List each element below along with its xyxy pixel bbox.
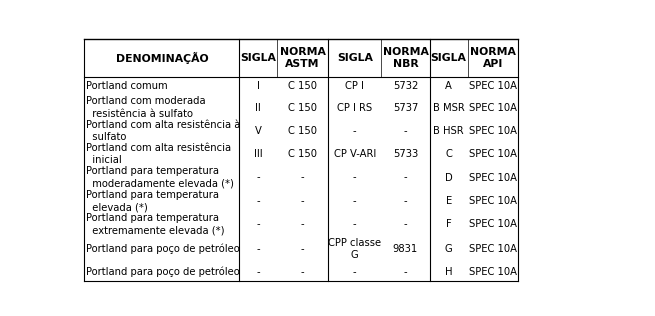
Text: -: - [257,219,260,229]
Text: -: - [353,196,356,206]
Text: SPEC 10A: SPEC 10A [469,219,517,229]
Text: SIGLA: SIGLA [240,53,276,63]
Text: SPEC 10A: SPEC 10A [469,196,517,206]
Text: Portland para temperatura
  extremamente elevada (*): Portland para temperatura extremamente e… [86,213,225,235]
Text: C: C [445,149,452,159]
Text: DENOMINAÇÃO: DENOMINAÇÃO [115,52,208,64]
Text: Portland para temperatura
  elevada (*): Portland para temperatura elevada (*) [86,190,219,212]
Text: NORMA
ASTM: NORMA ASTM [280,47,326,69]
Text: Portland com alta resistência
  inicial: Portland com alta resistência inicial [86,143,232,166]
Text: CPP classe
G: CPP classe G [328,238,381,260]
Text: SPEC 10A: SPEC 10A [469,81,517,91]
Text: -: - [301,219,305,229]
Text: B MSR: B MSR [433,102,464,112]
Text: Portland com moderada
  resistência à sulfato: Portland com moderada resistência à sulf… [86,96,206,119]
Text: 5737: 5737 [393,102,418,112]
Text: H: H [445,267,453,277]
Text: CP V-ARI: CP V-ARI [333,149,376,159]
Text: -: - [257,173,260,183]
Text: NORMA
API: NORMA API [470,47,516,69]
Text: Portland para temperatura
  moderadamente elevada (*): Portland para temperatura moderadamente … [86,167,234,189]
Text: -: - [403,267,407,277]
Text: -: - [301,267,305,277]
Text: B HSR: B HSR [434,126,464,136]
Text: -: - [257,267,260,277]
Text: Portland para poço de petróleo: Portland para poço de petróleo [86,244,240,254]
Text: 5732: 5732 [393,81,418,91]
Text: Portland para poço de petróleo: Portland para poço de petróleo [86,266,240,277]
Text: C 150: C 150 [288,149,317,159]
Text: F: F [446,219,451,229]
Text: 9831: 9831 [393,244,418,254]
Text: SPEC 10A: SPEC 10A [469,149,517,159]
Text: -: - [353,219,356,229]
Text: C 150: C 150 [288,81,317,91]
Text: SPEC 10A: SPEC 10A [469,126,517,136]
Text: CP I RS: CP I RS [337,102,372,112]
Text: C 150: C 150 [288,126,317,136]
Text: Portland com alta resistência à
  sulfato: Portland com alta resistência à sulfato [86,120,241,142]
Text: Portland comum: Portland comum [86,81,168,91]
Text: -: - [301,244,305,254]
Text: -: - [353,267,356,277]
Text: NORMA
NBR: NORMA NBR [383,47,428,69]
Text: SPEC 10A: SPEC 10A [469,173,517,183]
Text: A: A [445,81,452,91]
Text: -: - [301,196,305,206]
Text: G: G [445,244,453,254]
Text: -: - [353,126,356,136]
Text: -: - [403,196,407,206]
Text: I: I [257,81,260,91]
Text: SPEC 10A: SPEC 10A [469,267,517,277]
Text: II: II [255,102,261,112]
Text: CP I: CP I [345,81,364,91]
Text: III: III [254,149,263,159]
Text: -: - [257,196,260,206]
Text: SPEC 10A: SPEC 10A [469,102,517,112]
Text: -: - [403,219,407,229]
Text: C 150: C 150 [288,102,317,112]
Text: SPEC 10A: SPEC 10A [469,244,517,254]
Text: SIGLA: SIGLA [431,53,466,63]
Text: -: - [353,173,356,183]
Text: -: - [257,244,260,254]
Text: -: - [403,173,407,183]
Text: V: V [255,126,262,136]
Text: D: D [445,173,453,183]
Text: E: E [445,196,452,206]
Text: -: - [301,173,305,183]
Text: 5733: 5733 [393,149,418,159]
Text: -: - [403,126,407,136]
Text: SIGLA: SIGLA [337,53,373,63]
